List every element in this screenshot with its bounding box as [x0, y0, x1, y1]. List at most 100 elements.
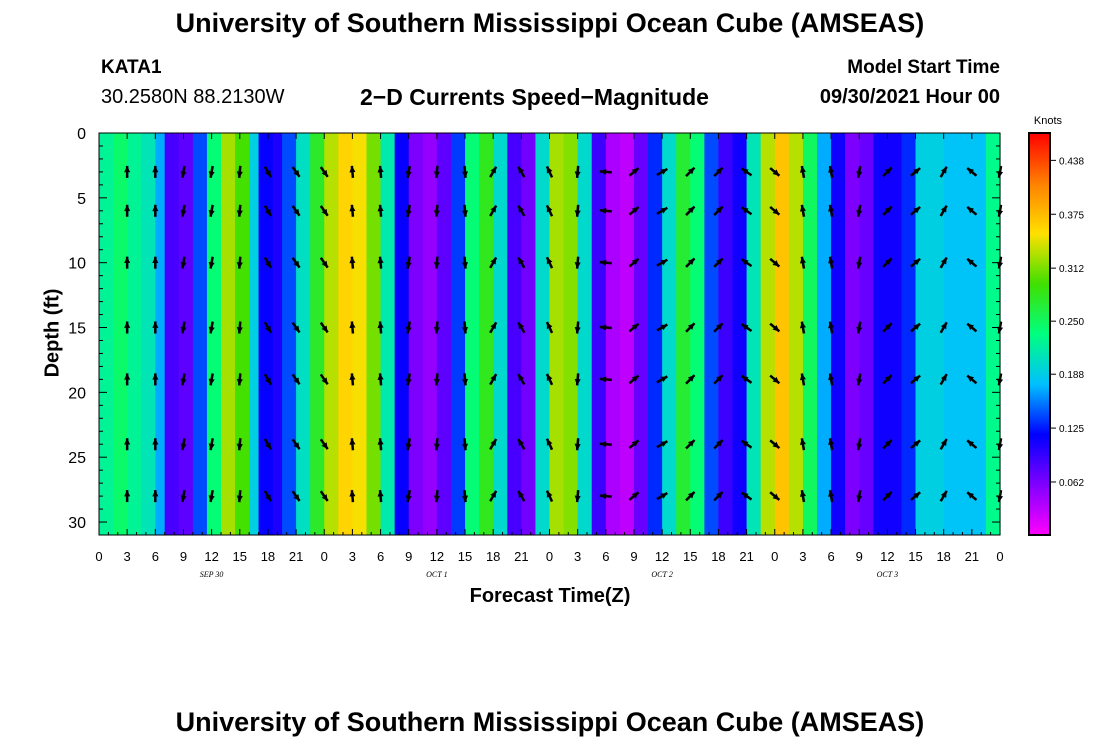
arrow-head: [152, 438, 159, 445]
arrow-head: [660, 207, 668, 214]
x-tick-label: 0: [996, 549, 1003, 564]
current-arrow: [910, 167, 921, 177]
current-arrow: [291, 205, 301, 217]
current-arrow: [180, 256, 187, 269]
arrow-head: [660, 376, 668, 383]
arrow-head: [208, 209, 215, 217]
model-start-label: Model Start Time: [847, 57, 1000, 78]
current-arrow: [740, 491, 753, 501]
current-arrow: [882, 205, 893, 216]
current-arrow: [433, 204, 440, 217]
heatmap-column: [929, 133, 945, 535]
colorbar-tick-label: 0.062: [1059, 478, 1084, 489]
current-arrow: [349, 373, 356, 386]
arrow-head: [599, 207, 607, 214]
current-arrow: [433, 321, 440, 334]
current-arrow: [856, 256, 863, 269]
x-tick-label: 9: [405, 549, 412, 564]
arrow-head: [799, 256, 806, 264]
x-tick-label: 12: [880, 549, 894, 564]
colorbar-tick-label: 0.312: [1059, 264, 1084, 275]
heatmap-column: [591, 133, 607, 535]
arrow-head: [741, 324, 749, 331]
arrow-head: [660, 259, 668, 266]
current-arrow: [628, 322, 640, 333]
arrow-head: [913, 375, 921, 382]
heatmap-column: [141, 133, 156, 535]
station-id: KATA1: [101, 57, 162, 78]
arrow-head: [236, 210, 243, 217]
current-arrow: [799, 256, 806, 269]
current-arrow: [152, 165, 159, 178]
heatmap-column: [324, 133, 339, 535]
current-arrow: [180, 165, 187, 179]
arrow-head: [152, 373, 159, 380]
current-arrow: [405, 373, 412, 386]
current-arrow: [685, 374, 696, 385]
arrow-head: [377, 321, 384, 329]
current-arrow: [799, 373, 806, 386]
heatmap-column: [760, 133, 776, 535]
arrow-head: [799, 204, 806, 212]
arrow-head: [236, 326, 243, 334]
arrow-head: [716, 206, 723, 214]
current-arrow: [180, 489, 187, 503]
current-arrow: [124, 321, 131, 334]
arrow-head: [236, 262, 243, 269]
arrow-head: [546, 490, 553, 498]
arrow-head: [124, 321, 131, 328]
current-arrow: [405, 489, 412, 503]
current-arrow: [656, 206, 668, 215]
current-arrow: [405, 321, 412, 334]
heatmap-column: [732, 133, 748, 535]
current-arrow: [263, 166, 273, 178]
arrow-head: [631, 492, 639, 499]
heatmap-column: [272, 133, 283, 535]
current-arrow: [966, 491, 978, 501]
heatmap-column: [192, 133, 208, 535]
arrow-head: [799, 165, 806, 173]
current-arrow: [713, 374, 724, 385]
heatmap-column: [943, 133, 959, 535]
current-arrow: [545, 204, 554, 217]
arrow-head: [772, 324, 780, 332]
current-arrow: [656, 492, 668, 501]
heatmap-column: [873, 133, 888, 535]
current-arrow: [545, 373, 554, 386]
arrow-head: [885, 206, 892, 214]
arrow-head: [913, 492, 921, 499]
arrow-head: [687, 323, 695, 330]
arrow-head: [940, 490, 947, 498]
colorbar-tick-label: 0.125: [1059, 424, 1084, 435]
arrow-head: [461, 171, 469, 178]
current-arrow: [489, 166, 498, 178]
heatmap-column: [704, 133, 720, 535]
x-tick-label: 21: [739, 549, 753, 564]
current-arrow: [656, 258, 668, 267]
current-arrow: [685, 257, 696, 268]
current-arrow: [740, 323, 753, 332]
current-arrow: [433, 438, 440, 451]
current-arrow: [152, 256, 159, 269]
arrow-head: [631, 258, 639, 266]
current-arrow: [939, 490, 948, 502]
current-arrow: [910, 491, 921, 501]
heatmap-column: [887, 133, 903, 535]
current-arrow: [433, 490, 440, 503]
heatmap-column: [282, 133, 297, 535]
arrow-head: [518, 322, 525, 330]
arrow-head: [660, 324, 668, 331]
current-arrow: [433, 373, 440, 386]
current-arrow: [405, 438, 412, 451]
arrow-head: [265, 260, 271, 268]
current-arrow: [599, 324, 612, 331]
current-arrow: [349, 321, 356, 334]
current-arrow: [236, 165, 243, 178]
arrow-head: [913, 206, 921, 214]
y-tick-label: 0: [77, 126, 86, 143]
current-arrow: [628, 439, 640, 450]
arrow-head: [599, 259, 607, 266]
arrow-head: [856, 171, 863, 178]
current-arrow: [517, 256, 526, 269]
arrow-head: [461, 210, 469, 217]
